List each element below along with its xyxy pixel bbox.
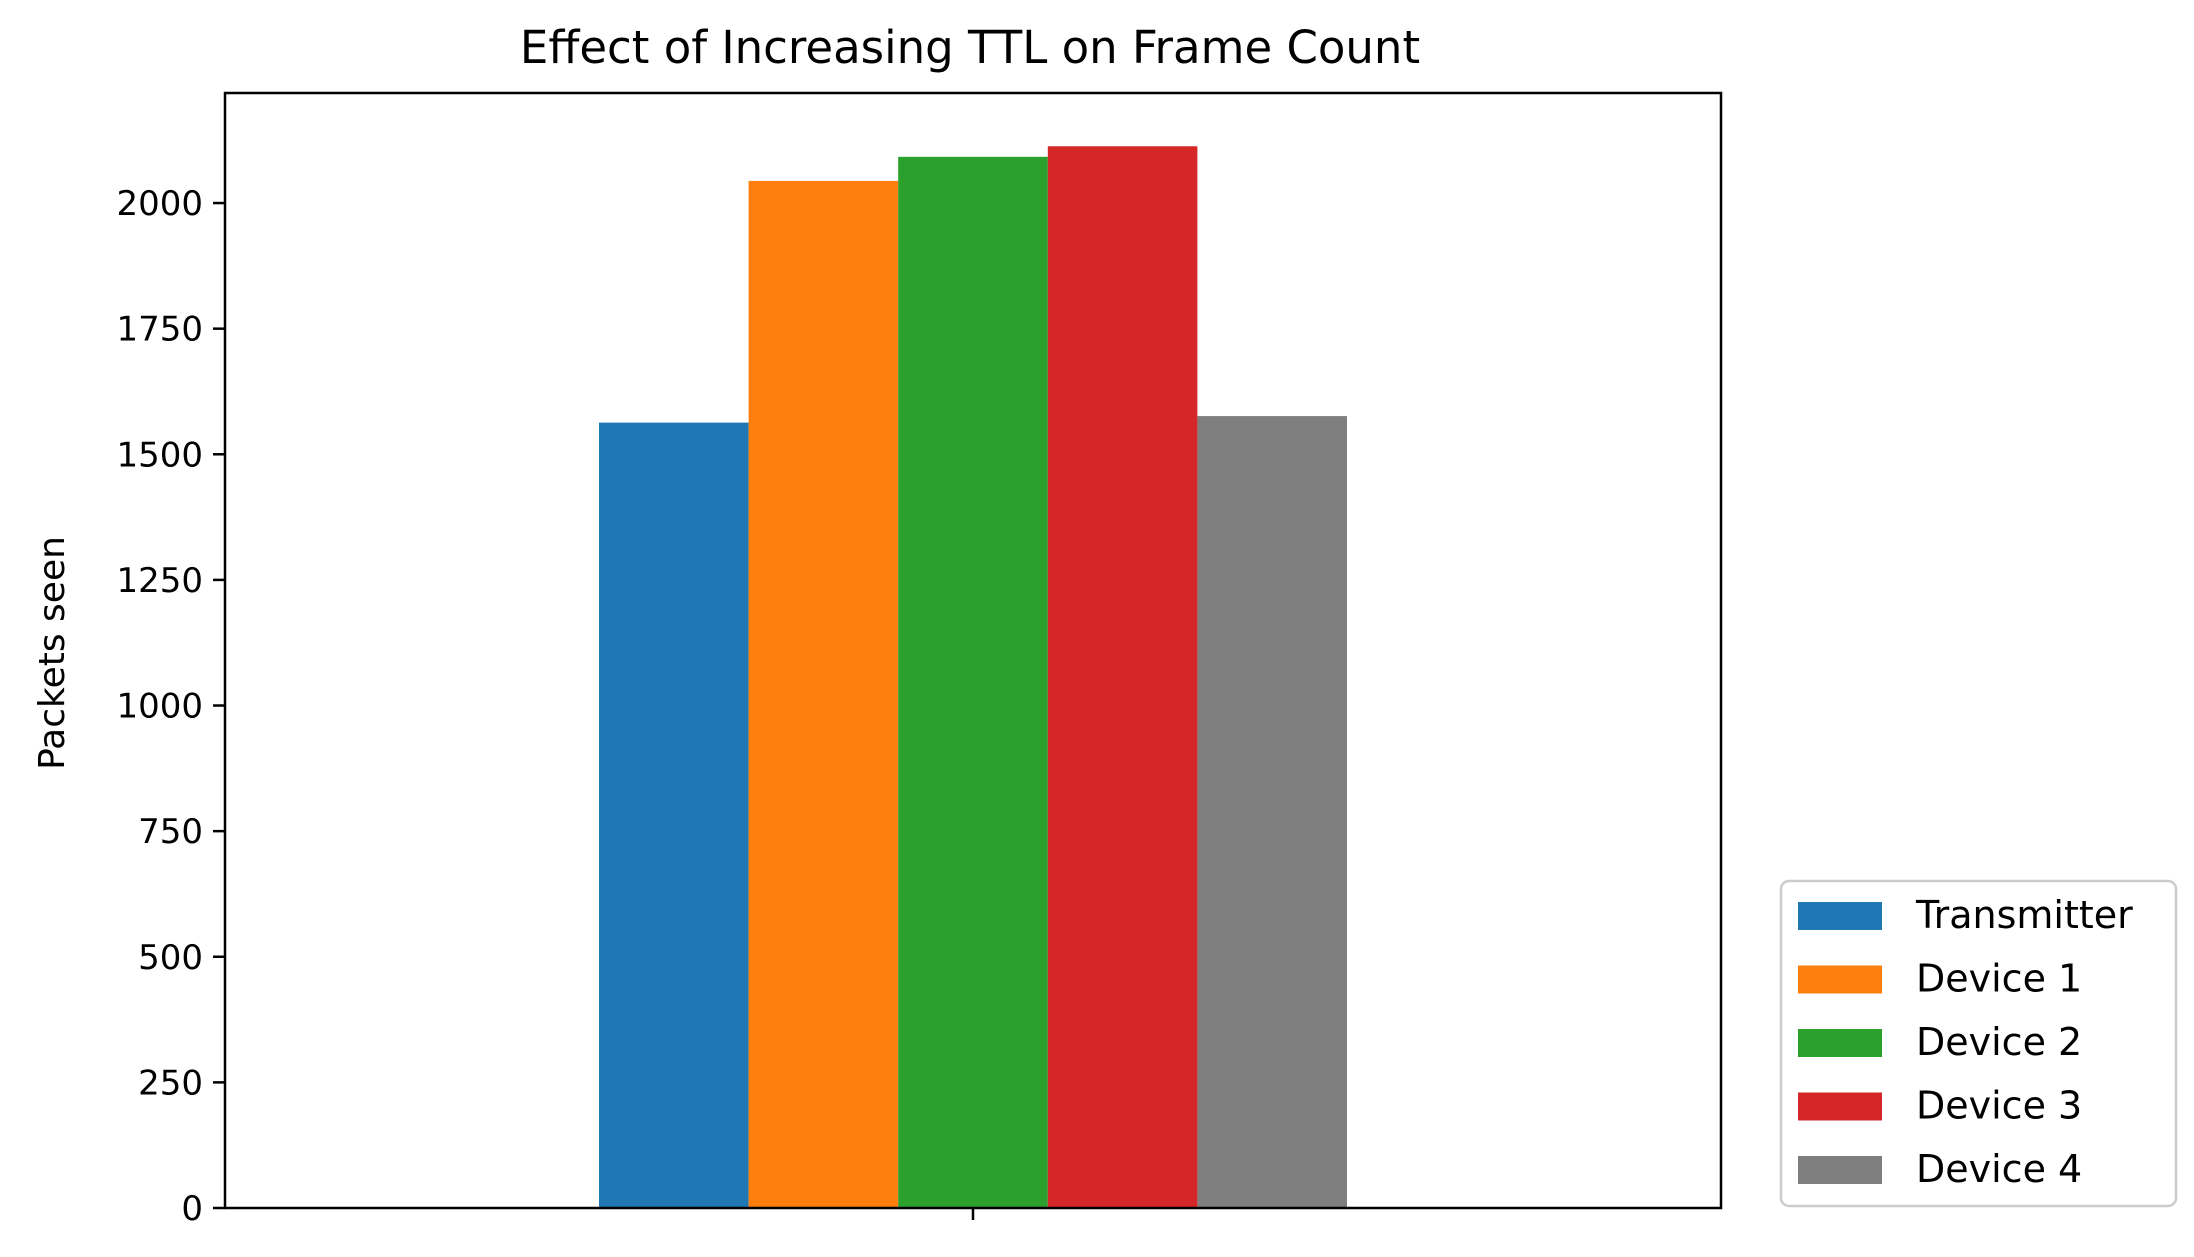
y-axis-ticks: 0 250 500 750 1000 1250 1500 1750 2000 — [116, 184, 225, 1229]
bar-transmitter — [599, 422, 749, 1208]
y-tick-label: 2000 — [116, 184, 203, 224]
y-tick-label: 0 — [181, 1189, 203, 1229]
legend-swatch — [1798, 965, 1882, 994]
legend-swatch — [1798, 902, 1882, 930]
y-axis-label: Packets seen — [32, 536, 73, 770]
y-tick-label: 1500 — [116, 435, 203, 475]
bar-device-2 — [898, 156, 1048, 1208]
legend-label: Device 3 — [1916, 1084, 2082, 1128]
bar-device-3 — [1047, 146, 1198, 1209]
legend-label: Device 1 — [1916, 957, 2082, 1001]
legend: Transmitter Device 1 Device 2 Device 3 Devic… — [1779, 879, 2178, 1208]
y-tick-label: 500 — [138, 938, 203, 978]
chart-title: Effect of Increasing TTL on Frame Count — [520, 21, 1420, 74]
bars-group — [599, 146, 1347, 1209]
legend-swatch — [1798, 1156, 1882, 1184]
plot-area-frame — [223, 91, 1723, 1210]
legend-label: Device 2 — [1916, 1020, 2082, 1064]
y-tick-label: 750 — [138, 812, 203, 852]
legend-box — [1779, 879, 2178, 1208]
bar-device-1 — [748, 180, 899, 1209]
y-tick-label: 250 — [138, 1063, 203, 1103]
legend-label: Device 4 — [1916, 1147, 2082, 1191]
bar-device-4 — [1197, 416, 1347, 1208]
legend-swatch — [1798, 1092, 1882, 1121]
legend-label: Transmitter — [1915, 893, 2133, 937]
y-tick-label: 1750 — [116, 310, 203, 350]
legend-swatch — [1798, 1029, 1882, 1057]
y-tick-label: 1000 — [116, 687, 203, 727]
y-tick-label: 1250 — [116, 561, 203, 601]
